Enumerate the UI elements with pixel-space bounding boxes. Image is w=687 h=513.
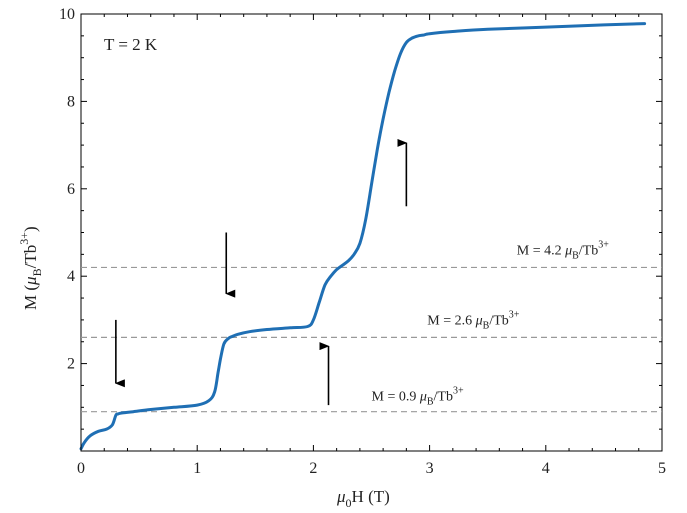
reference-line-label-part: /Tb <box>434 390 453 405</box>
arrows-layer <box>114 138 408 406</box>
reference-line-label: M = 2.6 μB/Tb3+ <box>427 309 520 331</box>
x-tick-label: 0 <box>77 460 85 477</box>
temperature-annotation: T = 2 K <box>104 35 158 54</box>
y-axis-label-post: ) <box>21 226 40 232</box>
reference-line-label: M = 4.2 μB/Tb3+ <box>517 239 610 261</box>
y-axis-label-sup: 3+ <box>17 232 31 245</box>
reference-line-label-part: μ <box>475 313 483 328</box>
reference-line-label-part: 3+ <box>509 309 520 320</box>
reference-line-label-part: /Tb <box>579 243 598 258</box>
reference-labels: M = 4.2 μB/Tb3+M = 2.6 μB/Tb3+M = 0.9 μB… <box>372 239 610 407</box>
reference-line-label-part: 3+ <box>453 386 464 397</box>
reference-line-label-part: M = 0.9 <box>372 390 420 405</box>
y-tick-label: 8 <box>67 93 75 110</box>
reference-lines <box>81 266 662 413</box>
reference-line-label-part: B <box>572 250 579 261</box>
y-axis-label-sub: B <box>30 268 44 276</box>
reference-line-label-part: M = 4.2 <box>517 243 565 258</box>
plot-frame <box>80 13 663 452</box>
x-tick-label: 1 <box>193 460 201 477</box>
y-tick-label: 2 <box>67 356 75 373</box>
reference-line-label-part: B <box>427 397 434 408</box>
x-axis-label-sub: 0 <box>346 496 352 510</box>
reference-line-label-part: 3+ <box>598 239 609 250</box>
series-layer <box>79 22 647 451</box>
reference-line-label-part: μ <box>419 390 427 405</box>
ticks-layer: 0 1 2 3 4 5 2 4 6 8 10 <box>59 6 666 477</box>
y-axis-label-mu: μ <box>21 276 40 286</box>
y-axis-label-mid: /Tb <box>21 245 40 269</box>
magnetization-curve <box>79 22 647 451</box>
y-tick-label: 4 <box>67 268 75 285</box>
reference-line-label-part: μ <box>564 243 572 258</box>
x-tick-label: 5 <box>658 460 666 477</box>
y-axis-label: M (μB/Tb3+) <box>17 226 44 310</box>
reference-line-label: M = 0.9 μB/Tb3+ <box>372 386 465 408</box>
y-tick-label: 6 <box>67 181 75 198</box>
y-axis-label-pre: M ( <box>21 285 40 310</box>
x-tick-label: 2 <box>309 460 317 477</box>
x-axis-label: μ0H (T) <box>336 487 390 510</box>
x-tick-label: 4 <box>542 460 550 477</box>
x-axis-label-rest: H (T) <box>352 487 390 506</box>
x-axis-label-mu: μ <box>336 487 346 506</box>
reference-line-label-part: B <box>483 320 490 331</box>
y-tick-label: 10 <box>59 6 75 23</box>
reference-line-label-part: M = 2.6 <box>427 313 475 328</box>
x-tick-label: 3 <box>426 460 434 477</box>
reference-line-label-part: /Tb <box>489 313 508 328</box>
